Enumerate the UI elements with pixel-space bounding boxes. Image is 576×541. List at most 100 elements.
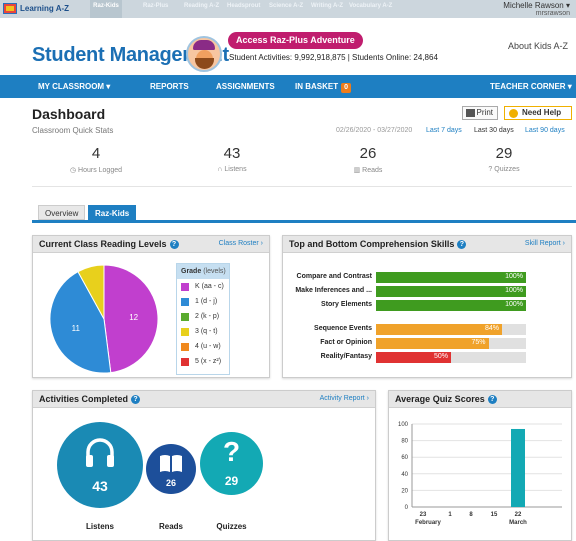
skill-label: Compare and Contrast: [296, 273, 372, 280]
need-help-button[interactable]: Need Help: [504, 106, 572, 120]
skill-label: Make Inferences and ...: [295, 287, 372, 294]
stat-quizzes: 29 ? Quizzes: [459, 145, 549, 173]
stat-hours-value: 4: [91, 145, 101, 162]
about-link[interactable]: About Kids A-Z: [507, 41, 568, 51]
x-tick-label: 22: [515, 512, 522, 518]
brand-tab-raz-kids[interactable]: Raz-Kids: [90, 0, 122, 18]
x-tick-label: 23: [420, 512, 427, 518]
activity-report-link[interactable]: Activity Report ›: [319, 395, 369, 402]
date-range: 02/26/2020 - 03/27/2020: [336, 127, 413, 134]
dashboard-title: Dashboard: [32, 106, 106, 122]
book-icon: [160, 455, 182, 472]
logo-text: Learning A-Z: [20, 4, 70, 13]
brand-tab-vocabulary-az[interactable]: Vocabulary A-Z: [349, 3, 393, 9]
brand-tab-reading-az[interactable]: Reading A-Z: [184, 3, 220, 9]
legend-item: 2 (k - p): [177, 309, 229, 324]
skill-report-link[interactable]: Skill Report ›: [524, 240, 565, 247]
nav-reports[interactable]: REPORTS: [150, 82, 189, 91]
basket-count-badge: 0: [341, 83, 352, 93]
skill-label: Sequence Events: [314, 325, 372, 332]
brand-tab-writing-az[interactable]: Writing A-Z: [311, 3, 343, 9]
stat-reads-text: Reads: [362, 167, 383, 174]
user-login: mrsrawson: [535, 10, 570, 17]
skill-percent: 100%: [505, 301, 523, 308]
quiz-scores-card: Average Quiz Scores?: [388, 390, 572, 541]
nav-teacher-corner[interactable]: TEACHER CORNER ▾: [490, 82, 572, 91]
x-tick-label: 15: [491, 512, 498, 518]
reading-levels-title-text: Current Class Reading Levels: [39, 239, 167, 249]
help-label: Need Help: [522, 108, 562, 117]
grade-legend: Grade (levels) K (aa - c) 1 (d - j) 2 (k…: [176, 263, 230, 375]
user-menu[interactable]: Michelle Rawson ▾ mrsrawson: [503, 1, 570, 17]
stat-hours-text: Hours Logged: [78, 167, 123, 174]
site-stats: Student Activities: 9,992,918,875 | Stud…: [229, 53, 438, 62]
reading-levels-title: Current Class Reading Levels?: [39, 239, 179, 249]
skill-bar-track: 84%: [376, 324, 526, 335]
legend-label: K (aa - c): [195, 283, 224, 290]
range-30-days[interactable]: Last 30 days: [474, 127, 514, 134]
skill-bar[interactable]: 50%: [376, 352, 451, 363]
skill-bar[interactable]: 100%: [376, 286, 526, 297]
quiz-score-bar[interactable]: [511, 428, 525, 507]
activities-title: Activities Completed?: [39, 394, 141, 404]
stat-listens-text: Listens: [224, 166, 247, 173]
pie-slice[interactable]: [77, 264, 105, 320]
x-tick-label: 8: [469, 512, 473, 518]
legend-item: 1 (d - j): [177, 294, 229, 309]
learning-az-logo[interactable]: Learning A-Z: [3, 2, 69, 15]
card-header: Activities Completed? Activity Report ›: [33, 391, 375, 408]
x-tick-label: 1: [448, 512, 452, 518]
help-question-icon[interactable]: ?: [487, 395, 497, 404]
quiz-scores-title: Average Quiz Scores?: [395, 394, 497, 404]
help-question-icon[interactable]: ?: [131, 395, 141, 404]
tab-overview[interactable]: Overview: [38, 205, 86, 220]
brand-tab-science-az[interactable]: Science A-Z: [269, 3, 304, 9]
stat-reads-value: 26: [359, 145, 377, 162]
pie-slice[interactable]: [49, 270, 112, 374]
nav-assignments[interactable]: ASSIGNMENTS: [216, 82, 275, 91]
card-header: Top and Bottom Comprehension Skills? Ski…: [283, 236, 571, 253]
nav-in-basket[interactable]: IN BASKET 0: [295, 75, 352, 98]
raz-plus-adventure-button[interactable]: Access Raz-Plus Adventure: [228, 32, 363, 49]
help-question-icon[interactable]: ?: [169, 240, 179, 249]
help-question-icon[interactable]: ?: [457, 240, 467, 249]
card-header: Current Class Reading Levels? Class Rost…: [33, 236, 269, 253]
legend-swatch: [181, 357, 189, 366]
skill-bar[interactable]: 100%: [376, 300, 526, 311]
skill-bar[interactable]: 100%: [376, 272, 526, 283]
legend-label: 4 (u - w): [195, 343, 221, 350]
skill-bar-track: 100%: [376, 300, 526, 311]
legend-swatch: [181, 282, 189, 291]
month-label: February: [415, 520, 441, 526]
main-nav: MY CLASSROOM ▾ REPORTS ASSIGNMENTS IN BA…: [0, 75, 576, 98]
stat-listens: 43 ∩ Listens: [187, 145, 277, 173]
skill-bar-track: 50%: [376, 352, 526, 363]
stat-quizzes-text: Quizzes: [494, 166, 520, 173]
user-name: Michelle Rawson ▾: [503, 1, 570, 10]
skill-percent: 75%: [471, 339, 486, 346]
legend-swatch: [181, 297, 189, 306]
card-header: Average Quiz Scores?: [389, 391, 571, 408]
skill-percent: 100%: [505, 273, 523, 280]
legend-label: 5 (x - z²): [195, 358, 222, 365]
nav-my-classroom[interactable]: MY CLASSROOM ▾: [38, 82, 111, 91]
class-roster-link[interactable]: Class Roster ›: [218, 240, 263, 247]
skill-bar[interactable]: 84%: [376, 324, 502, 335]
legend-label: 2 (k - p): [195, 313, 220, 320]
y-tick-label: 60: [401, 455, 408, 461]
print-button[interactable]: Print: [462, 106, 498, 120]
range-90-days[interactable]: Last 90 days: [525, 127, 565, 134]
skill-bar[interactable]: 75%: [376, 338, 489, 349]
quizzes-label: Quizzes: [216, 522, 247, 531]
stat-reads-label: ▥ Reads: [323, 166, 413, 174]
skill-percent: 84%: [484, 325, 499, 332]
brand-tab-headsprout[interactable]: Headsprout: [227, 3, 261, 9]
stat-hours: 4 ◷ Hours Logged: [51, 145, 141, 174]
headphones-icon: ∩: [217, 166, 223, 173]
pie-slice-label: 12: [129, 313, 138, 322]
brand-tab-raz-plus[interactable]: Raz-Plus: [143, 3, 169, 9]
pie-slice[interactable]: [103, 264, 159, 374]
range-7-days[interactable]: Last 7 days: [426, 127, 462, 134]
month-label: March: [509, 520, 527, 526]
tab-raz-kids[interactable]: Raz-Kids: [88, 205, 137, 220]
